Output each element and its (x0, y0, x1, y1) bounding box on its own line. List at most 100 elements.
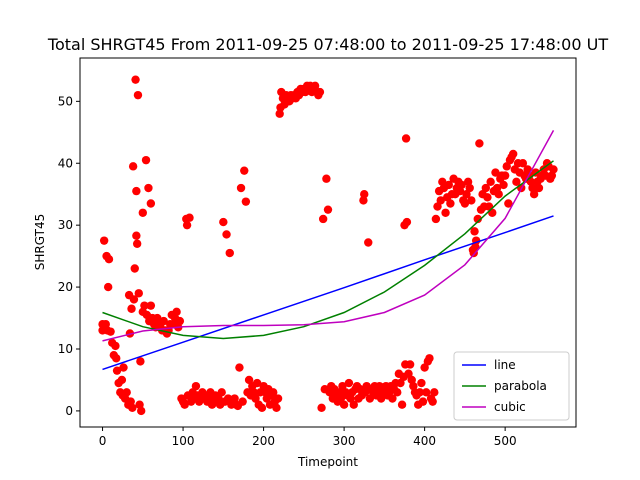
data-point (483, 193, 492, 202)
data-point (111, 341, 120, 351)
data-point (122, 388, 131, 397)
data-point (128, 403, 137, 413)
data-point (322, 174, 331, 183)
data-point (428, 397, 437, 406)
y-tick-label: 0 (65, 404, 73, 418)
x-axis: 0 100 200 300 400 500 (99, 427, 517, 448)
legend: line parabola cubic (453, 351, 570, 421)
data-point (338, 381, 347, 391)
data-point (534, 183, 544, 193)
data-point (128, 162, 138, 171)
data-point (344, 378, 354, 388)
data-point (446, 199, 455, 208)
data-point (225, 248, 234, 258)
data-point (275, 109, 284, 118)
data-point (106, 327, 115, 336)
data-point (140, 301, 149, 310)
data-point (388, 394, 397, 403)
data-point (364, 238, 373, 247)
legend-box (453, 351, 570, 421)
data-point (240, 166, 249, 175)
data-point (415, 388, 424, 397)
data-point (349, 400, 358, 409)
data-point (219, 217, 228, 227)
data-point (404, 369, 413, 378)
x-axis-label: Timepoint (297, 455, 358, 469)
data-point (191, 381, 201, 391)
data-point (430, 388, 439, 397)
data-point (136, 357, 145, 366)
data-point (460, 199, 470, 208)
data-point (317, 403, 326, 413)
data-point (436, 196, 445, 205)
x-tick-label: 100 (172, 434, 195, 448)
data-point (397, 400, 407, 409)
data-point (273, 394, 283, 403)
data-point (491, 168, 500, 177)
data-point (508, 149, 518, 159)
data-point (393, 388, 402, 397)
data-point (146, 301, 156, 310)
data-point (471, 242, 480, 252)
y-axis-label: SHRGT45 (33, 214, 47, 270)
data-point (433, 202, 442, 211)
data-point (336, 394, 346, 403)
y-axis: 0 10 20 30 40 50 (58, 94, 80, 418)
data-point (315, 87, 325, 97)
scatter-points (98, 75, 558, 416)
data-point (244, 375, 254, 385)
data-point (252, 378, 262, 388)
data-point (180, 400, 189, 409)
x-tick-label: 400 (413, 434, 436, 448)
x-tick-label: 0 (99, 434, 107, 448)
x-tick-label: 200 (252, 434, 275, 448)
data-point (117, 375, 127, 385)
data-point (425, 354, 434, 363)
data-point (431, 214, 441, 224)
data-point (518, 159, 528, 168)
plot-area-frame (79, 57, 577, 428)
data-point (529, 190, 539, 199)
data-point (131, 75, 140, 84)
data-point (470, 227, 479, 236)
data-point (417, 378, 426, 388)
parabola-fit-line (102, 160, 554, 340)
data-point (238, 397, 247, 406)
data-point (502, 162, 511, 171)
y-tick-label: 40 (58, 156, 73, 170)
data-point (359, 196, 368, 205)
data-point (104, 255, 114, 264)
data-point (486, 177, 495, 187)
chart-title: Total SHRGT45 From 2011-09-25 07:48:00 t… (47, 35, 608, 54)
data-point (422, 388, 431, 397)
data-point (360, 190, 369, 199)
data-point (132, 186, 141, 196)
data-point (467, 196, 476, 205)
data-point (473, 214, 482, 224)
data-point (494, 190, 503, 199)
data-point (318, 214, 328, 224)
data-point (457, 180, 466, 190)
data-point (323, 205, 333, 214)
data-point (269, 388, 278, 397)
data-point (99, 236, 109, 245)
data-point (172, 307, 181, 317)
data-point (401, 134, 411, 143)
x-tick-label: 300 (333, 434, 356, 448)
data-point (499, 180, 508, 190)
line-fit-line (102, 215, 554, 371)
legend-label-cubic: cubic (494, 400, 526, 414)
y-tick-label: 30 (58, 218, 73, 232)
data-point (217, 388, 226, 397)
data-point (132, 231, 141, 240)
y-tick-label: 10 (58, 342, 73, 356)
data-point (119, 363, 128, 372)
data-point (144, 183, 153, 193)
data-point (444, 180, 453, 190)
data-point (112, 366, 122, 375)
data-point (182, 220, 192, 230)
y-tick-label: 20 (58, 280, 73, 294)
data-point (365, 394, 375, 403)
data-point (136, 406, 146, 416)
data-point (488, 208, 497, 217)
